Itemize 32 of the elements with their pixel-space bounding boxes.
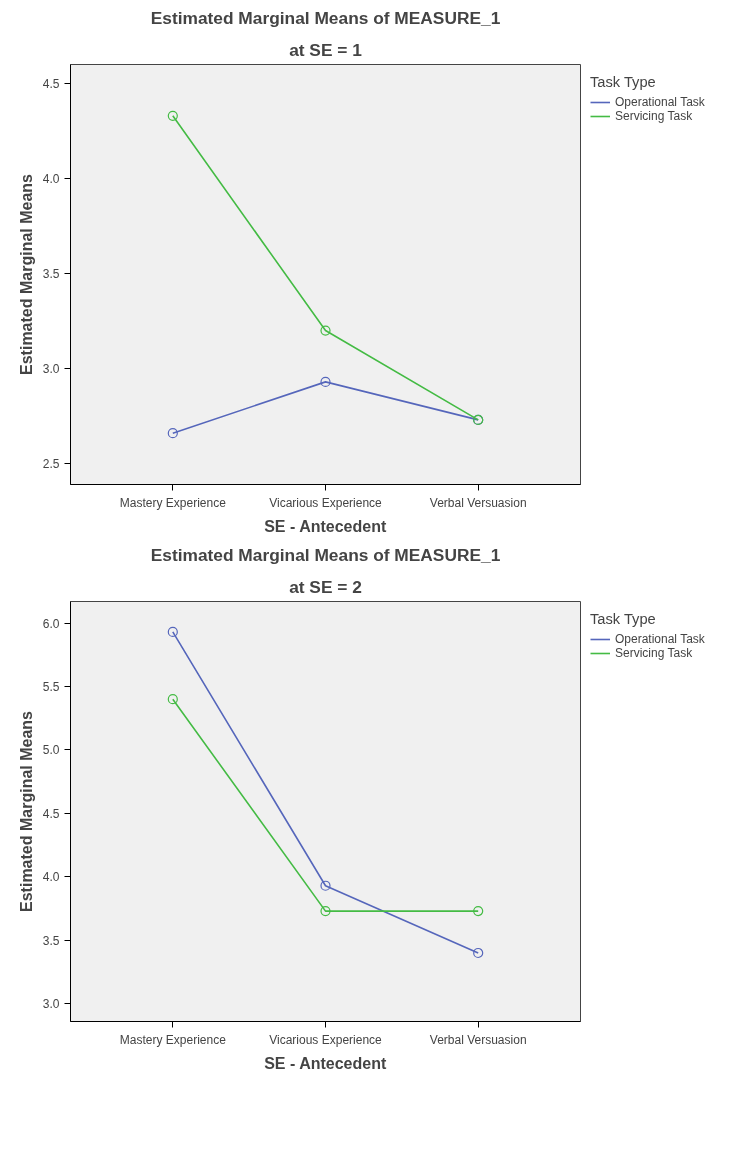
legend-title: Task Type <box>590 74 657 90</box>
y-tick-label: 6.0 <box>42 616 60 631</box>
chart-title: Estimated Marginal Means of MEASURE_1 <box>150 544 501 565</box>
y-tick-label: 2.5 <box>42 457 60 472</box>
y-tick-label: 3.5 <box>42 933 60 948</box>
y-tick-label: 3.5 <box>42 267 60 282</box>
y-tick-label: 4.0 <box>42 870 60 885</box>
y-tick-label: 3.0 <box>42 997 60 1012</box>
chart-title: Estimated Marginal Means of MEASURE_1 <box>150 7 501 28</box>
legend-label: Servicing Task <box>615 646 693 660</box>
y-tick-label: 4.0 <box>42 172 60 187</box>
y-axis-title: Estimated Marginal Means <box>17 173 35 375</box>
x-axis-title: SE - Antecedent <box>264 517 387 535</box>
x-tick-label: Mastery Experience <box>119 495 227 510</box>
y-tick-label: 5.5 <box>42 680 60 695</box>
y-tick-label: 4.5 <box>42 77 60 91</box>
x-tick-label: Verbal Versuasion <box>429 1032 527 1047</box>
y-tick-label: 5.0 <box>42 743 60 758</box>
legend-label: Operational Task <box>615 95 705 109</box>
x-tick-label: Vicarious Experience <box>269 495 383 510</box>
x-tick-label: Mastery Experience <box>119 1032 227 1047</box>
x-axis-title: SE - Antecedent <box>264 1054 387 1072</box>
chart-subtitle: at SE = 2 <box>289 576 362 597</box>
x-tick-label: Verbal Versuasion <box>429 495 527 510</box>
legend-title: Task Type <box>590 611 657 627</box>
legend-label: Servicing Task <box>615 109 693 123</box>
y-tick-label: 4.5 <box>42 806 60 821</box>
legend-label: Operational Task <box>615 632 705 646</box>
y-tick-label: 3.0 <box>42 362 60 377</box>
y-axis-title: Estimated Marginal Means <box>17 710 35 912</box>
chart-subtitle: at SE = 1 <box>289 39 363 60</box>
x-tick-label: Vicarious Experience <box>269 1032 383 1047</box>
